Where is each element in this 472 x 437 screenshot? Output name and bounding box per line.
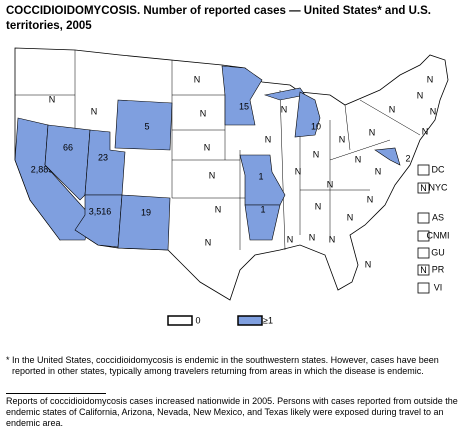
- state-shape: [221, 65, 263, 126]
- state-label: N: [315, 201, 322, 211]
- state-label: 10: [311, 121, 321, 131]
- territory-label: CNMI: [427, 230, 450, 240]
- state-label: N: [369, 127, 376, 137]
- state-shape: [117, 194, 171, 251]
- state-label: N: [91, 106, 98, 116]
- state-label: N: [49, 94, 56, 104]
- state-label: N: [427, 74, 434, 84]
- state-label: N: [389, 104, 396, 114]
- state-label: N: [347, 212, 354, 222]
- state-label: N: [205, 237, 212, 247]
- state-label: N: [355, 154, 362, 164]
- territory-label: DC: [432, 164, 445, 174]
- state-label: 5: [144, 121, 149, 131]
- state-label: 66: [63, 142, 73, 152]
- legend-label: 0: [195, 315, 200, 325]
- state-label: N: [422, 126, 429, 136]
- title: COCCIDIOIDOMYCOSIS. Number of reported c…: [6, 5, 431, 32]
- state-shape: [244, 204, 281, 241]
- territory-box: [417, 264, 430, 276]
- note: Reports of coccidioidomycosis cases incr…: [6, 396, 458, 428]
- state-shape: [239, 154, 286, 206]
- state-label: N: [215, 204, 222, 214]
- state-label: 23: [98, 152, 108, 162]
- state-label: N: [339, 134, 346, 144]
- territory-box: [417, 182, 430, 194]
- state-label: 1: [258, 171, 263, 181]
- state-label: N: [329, 234, 336, 244]
- territory-label: PR: [432, 264, 445, 274]
- territory-box: [417, 164, 430, 176]
- footnote: * In the United States, coccidioidomycos…: [6, 355, 439, 376]
- legend-swatch: [237, 315, 263, 326]
- state-label: N: [417, 90, 424, 100]
- state-label: N: [194, 74, 201, 84]
- territory-box: [417, 247, 430, 259]
- state-label: 2: [405, 153, 410, 163]
- territory-label: GU: [431, 247, 445, 257]
- state-label: N: [209, 170, 216, 180]
- territory-box: [417, 282, 430, 294]
- state-label: N: [204, 142, 211, 152]
- legend-label: ≥1: [263, 315, 273, 325]
- state-shape: [44, 124, 91, 201]
- state-label: 19: [141, 207, 151, 217]
- state-label: N: [265, 134, 272, 144]
- territory-label: NYC: [428, 182, 448, 192]
- legend-swatch: [167, 315, 193, 326]
- state-label: N: [200, 108, 207, 118]
- territory-value: N: [420, 265, 427, 275]
- state-label: N: [365, 259, 372, 269]
- state-shape: [294, 91, 321, 138]
- state-shape: [114, 99, 173, 151]
- state-label: N: [367, 194, 374, 204]
- state-label: N: [295, 166, 302, 176]
- state-label: N: [327, 179, 334, 189]
- territory-box: [417, 212, 430, 224]
- state-label: 15: [239, 101, 249, 111]
- state-label: N: [313, 149, 320, 159]
- state-label: N: [281, 104, 288, 114]
- state-label: N: [430, 106, 437, 116]
- state-label: 1: [260, 204, 265, 214]
- state-label: 3,516: [89, 206, 112, 216]
- state-shape: [374, 147, 401, 166]
- territory-box: [417, 230, 430, 242]
- state-label: 2,885: [31, 164, 54, 174]
- territory-label: AS: [432, 212, 444, 222]
- state-label: N: [287, 234, 294, 244]
- territory-value: N: [420, 183, 427, 193]
- state-label: N: [375, 166, 382, 176]
- territory-label: VI: [434, 282, 443, 292]
- state-label: N: [309, 232, 316, 242]
- separator: [6, 393, 106, 394]
